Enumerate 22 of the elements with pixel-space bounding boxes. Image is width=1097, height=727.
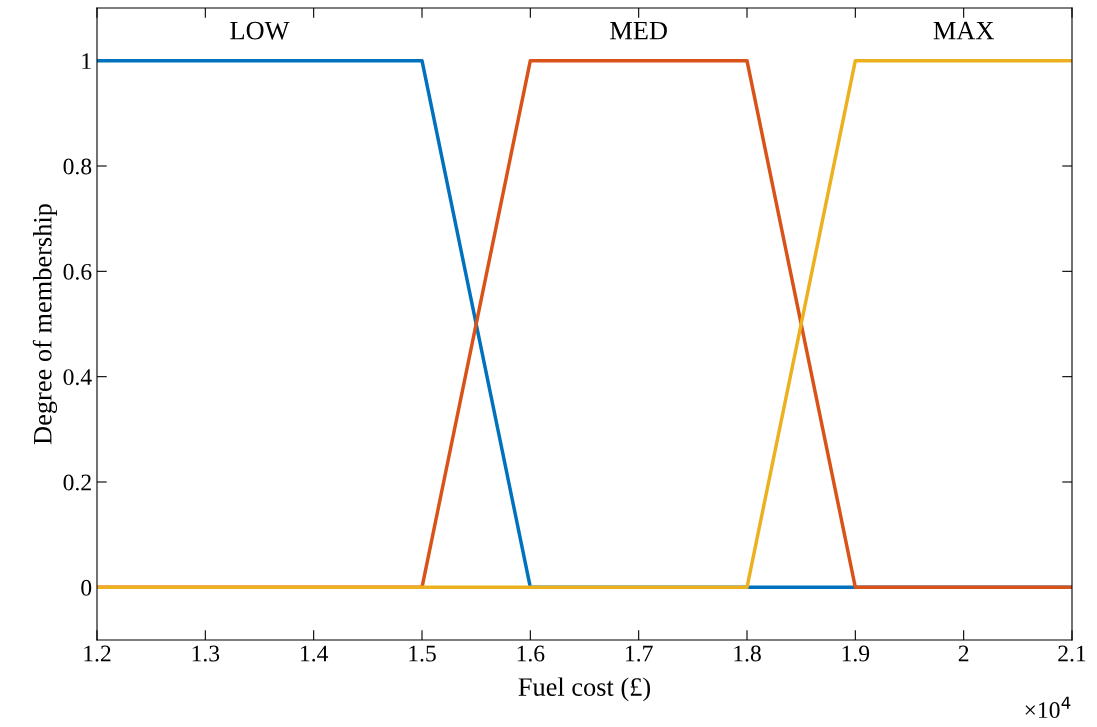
y-tick-label: 1 [82,53,91,69]
series-label: MED [610,21,667,40]
x-tick-label: 1.9 [842,645,870,662]
x-tick-label: 2.1 [1058,645,1086,662]
x-tick-label: 1.7 [625,645,653,662]
x-tick-label: 1.2 [84,645,111,662]
x-tick-label: 2 [958,645,969,662]
x-tick-label: 1.8 [734,645,761,662]
y-tick-label: 0.4 [63,369,92,386]
text: ×10$^{4}$ [1025,696,1071,719]
x-axis-title: Fuel cost (£) [518,677,651,702]
x-tick-label: 1.6 [517,645,545,662]
y-tick-label: 0.8 [63,158,92,175]
x-tick-label: 1.5 [409,645,436,662]
y-tick-label: 0 [81,579,92,596]
series-label: LOW [230,21,290,40]
y-axis-title: Degree of membership [32,204,58,445]
series-label: MAX [933,21,994,40]
y-tick-label: 0.6 [63,263,92,280]
x-tick-label: 1.4 [300,645,329,662]
x-tick-label: 1.3 [192,645,220,662]
y-tick-label: 0.2 [63,474,91,491]
